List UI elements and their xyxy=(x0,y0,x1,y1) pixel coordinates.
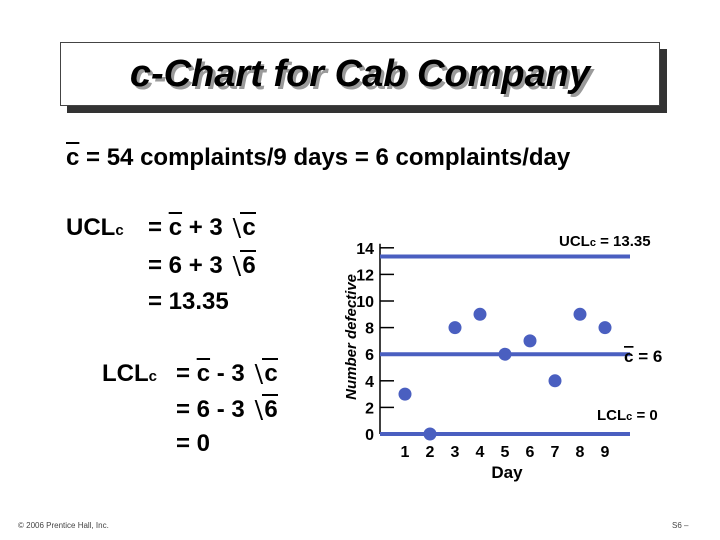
title-panel: c-Chart for Cab Company xyxy=(60,42,660,106)
lcl-formula-eq1: = c - 3 c xyxy=(176,358,278,388)
data-point xyxy=(473,307,487,321)
lcl-label-chart: LCLc = 0 xyxy=(597,407,658,424)
ucl-cbar: c xyxy=(168,214,183,241)
title-box: c-Chart for Cab Company xyxy=(60,42,667,113)
y-tick-label: 12 xyxy=(356,267,374,284)
y-tick-label: 8 xyxy=(365,321,374,338)
data-point xyxy=(598,321,612,335)
ucl-label-chart: UCLc = 13.35 xyxy=(559,233,651,250)
ucl-sqrt: c xyxy=(229,212,256,242)
data-point xyxy=(398,387,412,401)
chart-labels: UCLc = 13.35 LCLc = 0 c = 6 xyxy=(559,233,662,424)
data-points xyxy=(398,307,612,441)
lcl-sqrt-6-arg: 6 xyxy=(262,394,278,423)
ucl-formula-line3: = 13.35 xyxy=(148,288,229,315)
cbar-equation-text: = 54 complaints/9 days = 6 complaints/da… xyxy=(79,144,571,171)
lcl-formula-line1: LCLc xyxy=(102,360,157,388)
ucl-sqrt-6: 6 xyxy=(229,250,256,280)
x-axis-title: Day xyxy=(491,463,523,482)
page-number: S6 – xyxy=(672,521,689,530)
x-tick-label: 5 xyxy=(501,444,510,461)
data-point xyxy=(448,321,462,335)
data-point xyxy=(548,374,562,388)
ucl-line2-text: = 6 + 3 xyxy=(148,252,230,279)
x-tick-label: 4 xyxy=(476,444,485,461)
x-tick-label: 6 xyxy=(526,444,535,461)
copyright-text: © 2006 Prentice Hall, Inc. xyxy=(18,521,109,530)
lcl-formula-line2: = 6 - 3 6 xyxy=(176,394,278,424)
y-axis-title: Number defective xyxy=(343,274,360,400)
x-tick-label: 2 xyxy=(426,444,435,461)
slide-title: c-Chart for Cab Company xyxy=(129,53,591,95)
y-tick-label: 14 xyxy=(356,241,374,258)
center-label-chart: c = 6 xyxy=(624,347,662,366)
y-tick-label: 2 xyxy=(365,400,374,417)
y-tick-label: 0 xyxy=(365,427,374,444)
ucl-eq-sign: = xyxy=(148,214,169,241)
ucl-label-sub: c xyxy=(115,222,124,239)
lcl-sqrt-6: 6 xyxy=(251,394,278,424)
control-lines xyxy=(380,254,630,436)
lcl-formula-line3: = 0 xyxy=(176,430,211,457)
x-tick-label: 8 xyxy=(576,444,585,461)
lcl-cbar: c xyxy=(196,360,211,387)
ucl-formula-line2: = 6 + 3 6 xyxy=(148,250,256,280)
x-tick-label: 1 xyxy=(401,444,410,461)
ucl-formula-eq1: = c + 3 c xyxy=(148,212,256,242)
lcl-line2-text: = 6 - 3 xyxy=(176,396,252,423)
ucl-sqrt-arg: c xyxy=(240,212,256,241)
data-point xyxy=(573,307,587,321)
x-tick-label: 3 xyxy=(451,444,460,461)
ucl-sqrt-6-arg: 6 xyxy=(240,250,256,279)
data-point xyxy=(498,347,512,361)
lcl-minus: - 3 xyxy=(210,360,252,387)
y-tick-label: 4 xyxy=(365,374,374,391)
lcl-sqrt: c xyxy=(251,358,278,388)
ucl-formula-line1: UCLc xyxy=(66,214,124,242)
y-tick-label: 10 xyxy=(356,294,374,311)
x-tick-label: 9 xyxy=(601,444,610,461)
ucl-plus: + 3 xyxy=(182,214,230,241)
lcl-sqrt-arg: c xyxy=(262,358,278,387)
y-tick-label: 6 xyxy=(365,347,374,364)
lcl-label: LCL xyxy=(102,360,149,387)
cbar-symbol: c xyxy=(66,144,80,171)
lcl-eq-sign: = xyxy=(176,360,197,387)
cbar-equation: c = 54 complaints/9 days = 6 complaints/… xyxy=(66,144,570,172)
data-point xyxy=(423,427,437,441)
data-point xyxy=(523,334,537,348)
lcl-label-sub: c xyxy=(148,368,157,385)
ucl-label: UCL xyxy=(66,214,116,241)
x-tick-label: 7 xyxy=(551,444,560,461)
